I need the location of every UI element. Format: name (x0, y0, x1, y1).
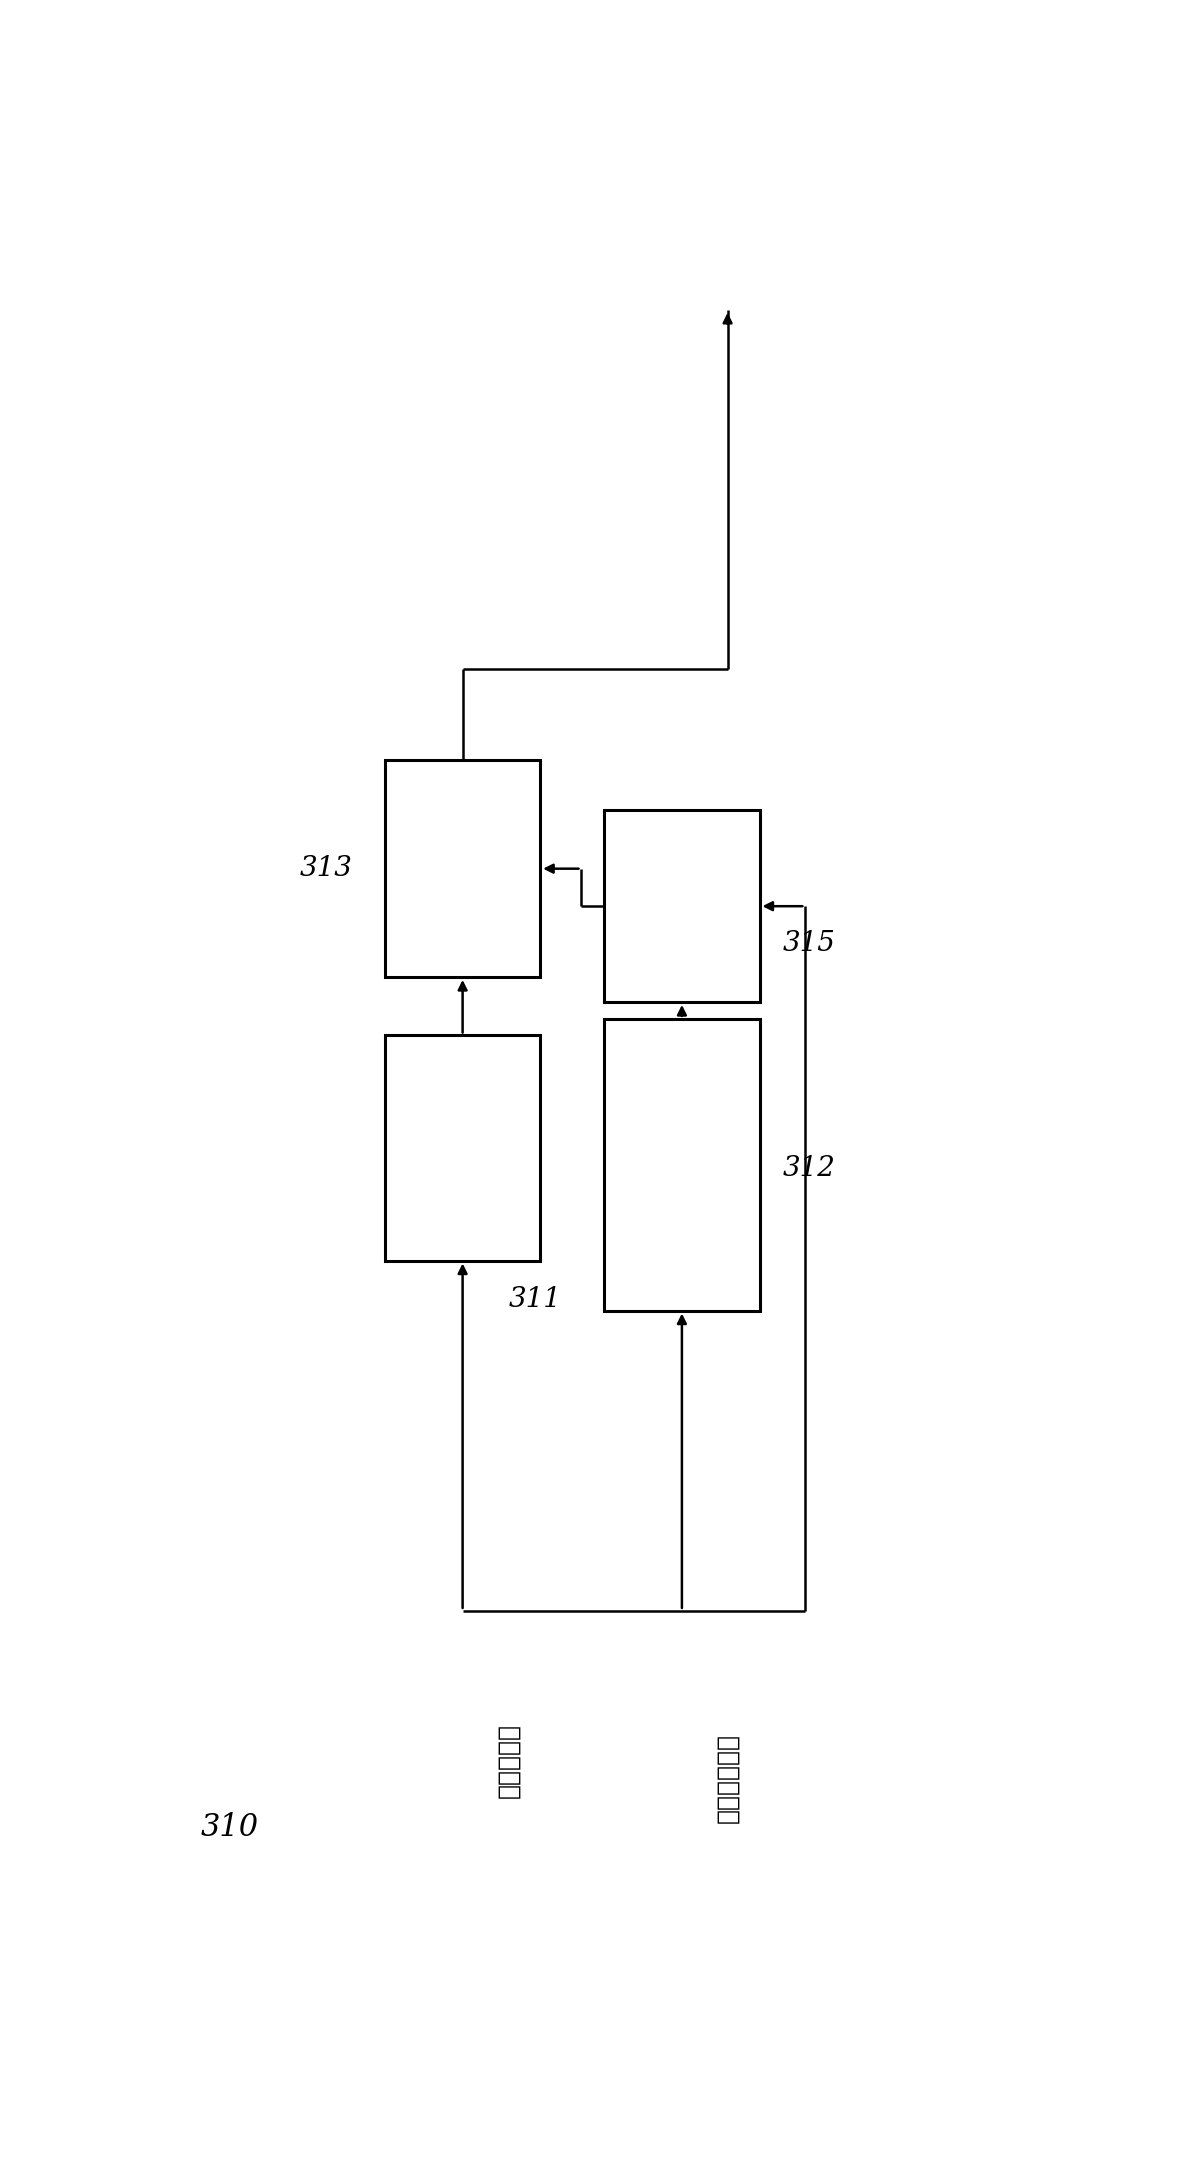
Bar (386, 1035, 540, 1261)
Bar (605, 810, 759, 1003)
Text: 311: 311 (508, 1287, 561, 1313)
Text: 312: 312 (783, 1154, 835, 1183)
Text: 电气时间常数: 电气时间常数 (716, 1733, 739, 1822)
Text: 313: 313 (301, 856, 353, 882)
Bar (605, 1018, 759, 1310)
Text: 310: 310 (200, 1813, 258, 1843)
Text: 315: 315 (783, 929, 835, 957)
Text: 发电机速度: 发电机速度 (496, 1724, 520, 1798)
Bar (386, 760, 540, 977)
